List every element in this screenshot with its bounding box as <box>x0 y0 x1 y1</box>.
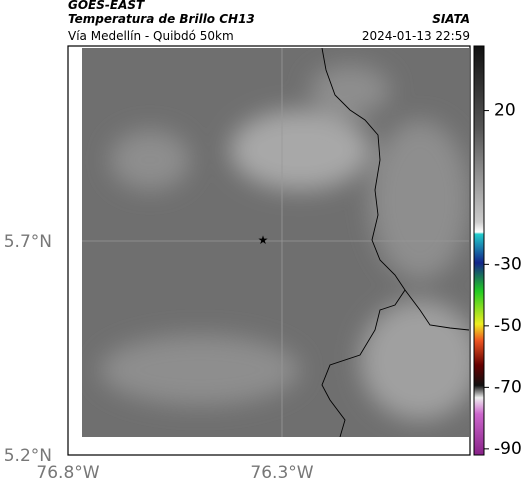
colorbar-tick-label: -70 <box>494 377 522 397</box>
colorbar <box>473 45 485 456</box>
satellite-image: ★ <box>82 48 469 437</box>
title: GOES-EAST <box>68 0 145 12</box>
lat-tick-label: 5.2°N <box>4 446 52 466</box>
lon-tick-label: 76.8°W <box>36 463 99 483</box>
source: SIATA <box>432 12 470 26</box>
colorbar-tick-label: -30 <box>494 254 522 274</box>
timestamp: 2024-01-13 22:59 <box>362 29 470 43</box>
lat-tick-label: 5.7°N <box>4 232 52 252</box>
map-frame <box>67 45 471 456</box>
colorbar-tick-label: 20 <box>494 101 516 121</box>
colorbar-tick-label: -50 <box>494 316 522 336</box>
lon-tick-label: 76.3°W <box>250 463 313 483</box>
svg-text:★: ★ <box>258 233 269 247</box>
route: Vía Medellín - Quibdó 50km <box>68 29 234 43</box>
colorbar-tick-label: -90 <box>494 439 522 459</box>
subtitle: Temperatura de Brillo CH13 <box>68 12 255 26</box>
